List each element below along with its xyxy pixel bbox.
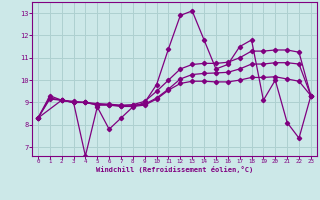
X-axis label: Windchill (Refroidissement éolien,°C): Windchill (Refroidissement éolien,°C) [96, 166, 253, 173]
